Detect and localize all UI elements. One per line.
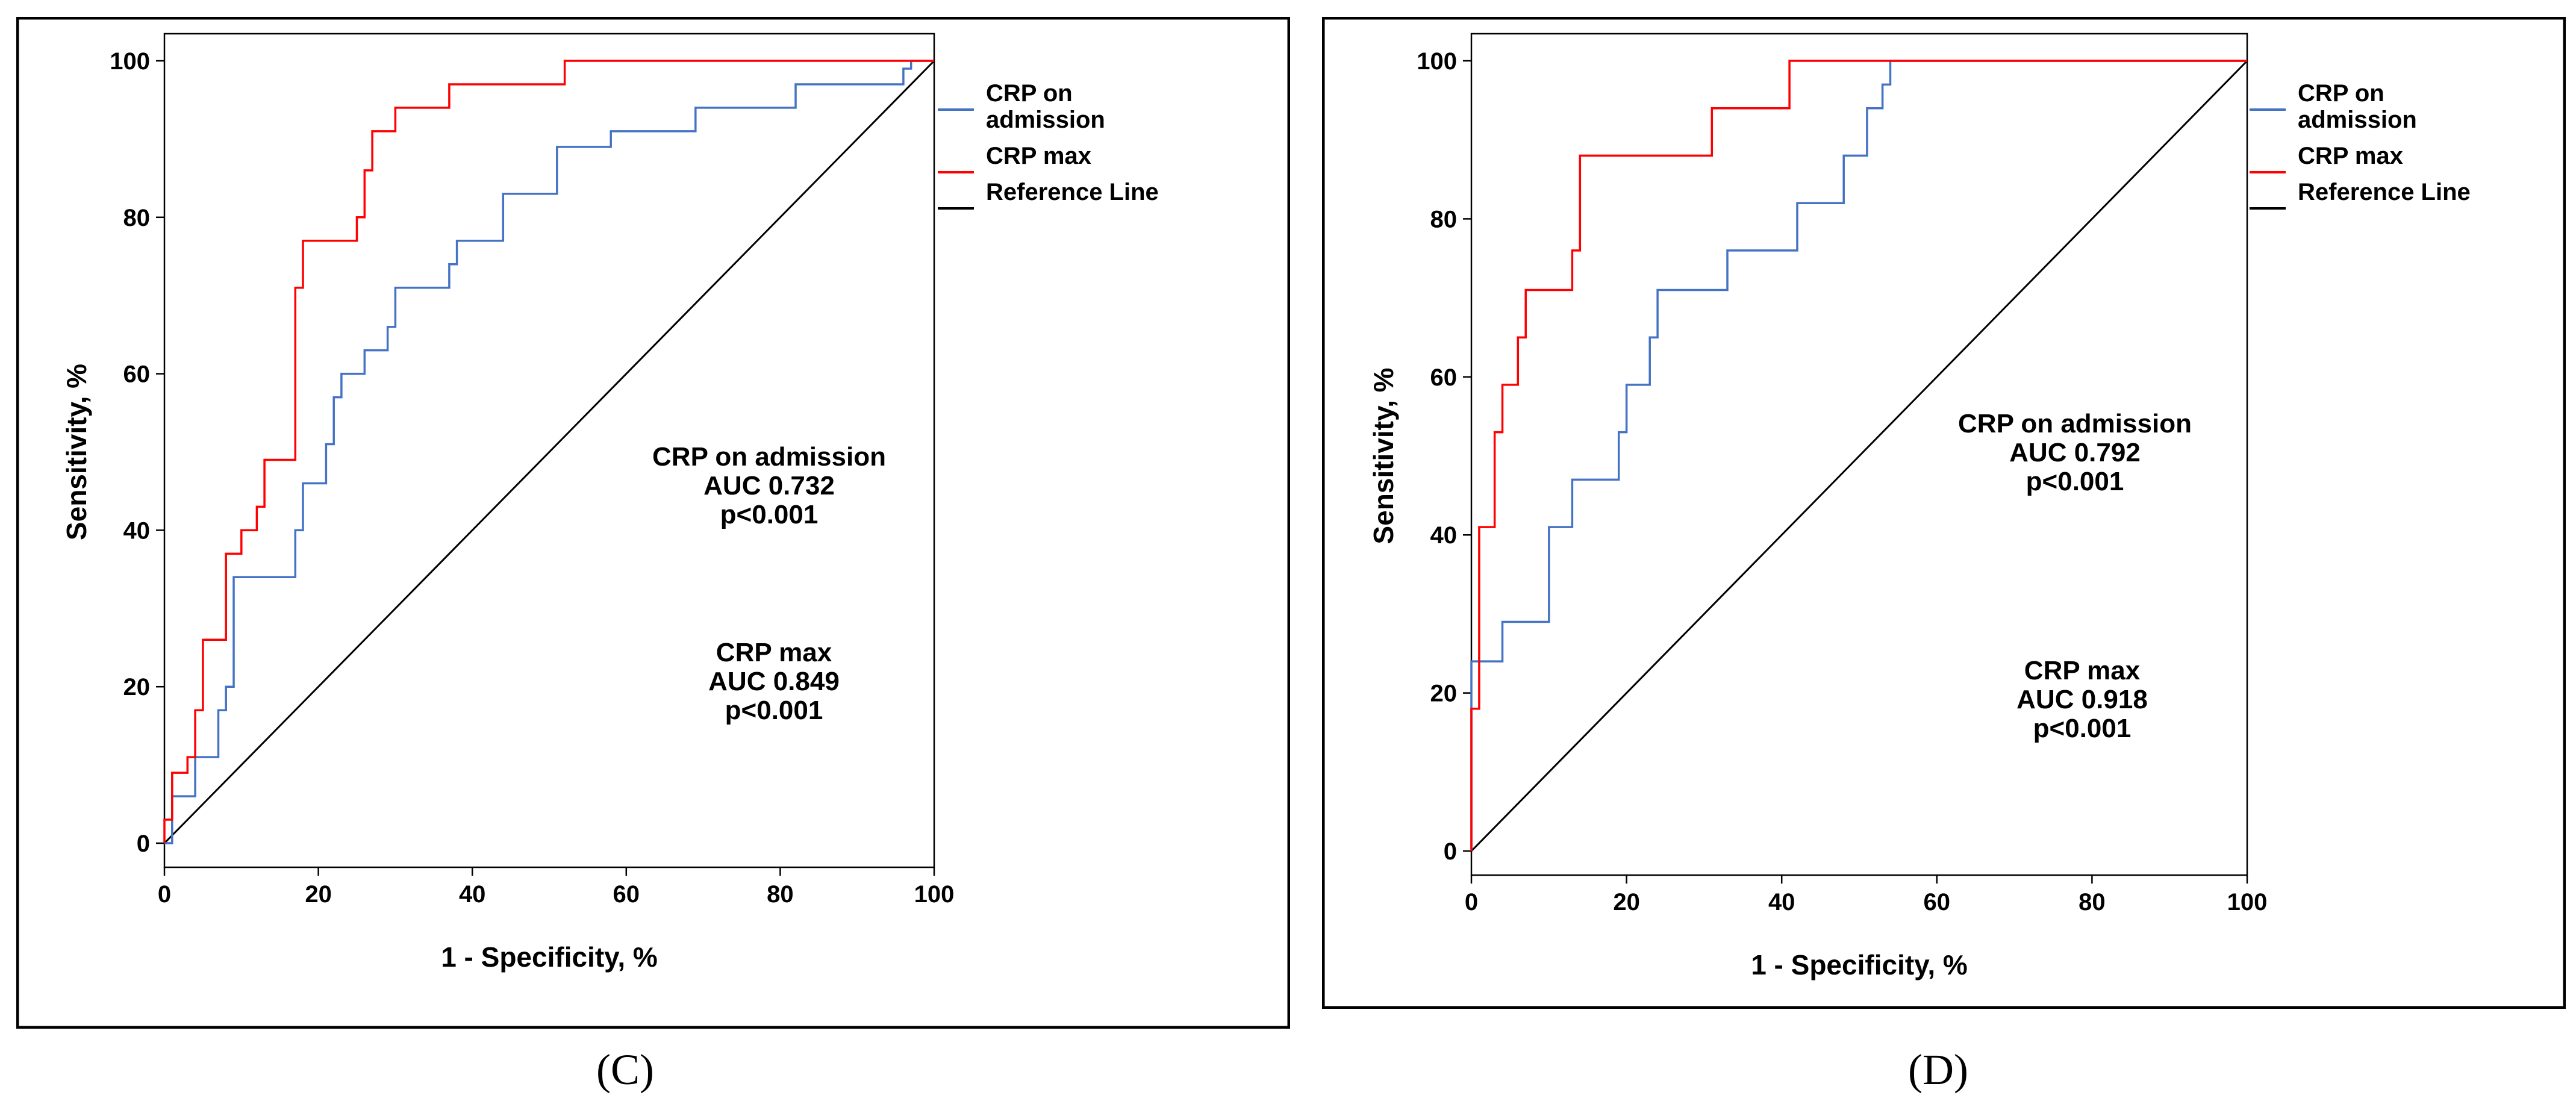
x-tick-label: 100	[914, 881, 955, 908]
legend-label-line: CRP max	[2298, 143, 2403, 169]
legend-reference: Reference Line	[2250, 179, 2471, 210]
legend-reference: Reference Line	[938, 179, 1159, 210]
y-tick-label: 80	[1430, 206, 1458, 232]
y-axis-label: Sensitivity, %	[1368, 367, 1399, 544]
legend-label: CRP on admission	[2298, 80, 2417, 133]
y-tick-label: 0	[137, 831, 150, 857]
legend-crp-max: CRP max	[2250, 143, 2403, 173]
y-tick-label: 80	[123, 205, 151, 231]
annotation-line: p<0.001	[2026, 467, 2124, 496]
annotation-line: AUC 0.849	[708, 667, 840, 696]
x-tick-label: 40	[459, 881, 486, 908]
y-tick-label: 60	[1430, 364, 1458, 391]
x-tick-label: 40	[1768, 889, 1795, 915]
x-tick-label: 80	[2079, 889, 2106, 915]
legend-crp-admission: CRP on admission	[2250, 80, 2417, 133]
y-tick-label: 60	[123, 361, 151, 388]
series-line-reference	[163, 60, 935, 844]
annotation-crp-max: CRP max AUC 0.918 p<0.001	[2016, 656, 2148, 743]
annotation-line: CRP on admission	[1958, 409, 2192, 438]
y-tick-label: 20	[123, 674, 151, 700]
annotation-crp-max: CRP max AUC 0.849 p<0.001	[708, 638, 840, 725]
y-tick-label: 40	[1430, 522, 1458, 549]
x-axis-label: 1 - Specificity, %	[441, 941, 658, 973]
y-tick-label: 100	[110, 48, 150, 75]
x-axis-label: 1 - Specificity, %	[1751, 949, 1968, 980]
x-tick-label: 60	[1924, 889, 1951, 915]
panel-label-c: (C)	[596, 1046, 654, 1094]
legend-label-line: CRP on	[2298, 80, 2384, 107]
annotation-line: AUC 0.918	[2016, 685, 2148, 714]
x-tick-label: 20	[1613, 889, 1640, 915]
annotation-line: CRP max	[2024, 656, 2141, 685]
legend-label-line: CRP on	[986, 80, 1073, 107]
annotation-line: AUC 0.732	[703, 471, 835, 500]
annotation-line: CRP on admission	[652, 442, 886, 472]
roc-chart-d: 0 20 40 60 80 100 0 20 40 60 80 100 1 - Specificity,…	[1322, 17, 2566, 1009]
x-tick-label: 0	[158, 881, 171, 908]
legend-label: CRP max	[2298, 143, 2403, 169]
legend-label-line: admission	[986, 107, 1105, 133]
annotation-line: CRP max	[716, 638, 832, 667]
series-line-crp-admission	[1470, 60, 2247, 851]
legend-crp-max: CRP max	[938, 143, 1091, 173]
x-tick-label: 100	[2227, 889, 2268, 915]
annotation-crp-admission: CRP on admission AUC 0.792 p<0.001	[1958, 409, 2192, 496]
panel-frame-c	[16, 17, 1290, 1029]
annotation-line: p<0.001	[720, 500, 819, 529]
legend-label: Reference Line	[2298, 179, 2471, 205]
legend-label-line: admission	[2298, 107, 2417, 133]
panel-label-d: (D)	[1908, 1046, 1968, 1094]
series-line-crp-max	[1470, 60, 2247, 851]
annotation-line: p<0.001	[725, 696, 823, 725]
x-tick-label: 20	[305, 881, 332, 908]
series-line-reference	[1470, 60, 2248, 852]
y-tick-label: 100	[1417, 48, 1457, 75]
legend-crp-admission: CRP on admission	[938, 80, 1105, 133]
y-tick-label: 20	[1430, 681, 1458, 707]
legend-label: Reference Line	[986, 179, 1159, 205]
panel-frame-d	[1322, 17, 2566, 1009]
y-axis-label: Sensitivity, %	[61, 364, 92, 540]
legend-label: CRP on admission	[986, 80, 1105, 133]
annotation-crp-admission: CRP on admission AUC 0.732 p<0.001	[652, 442, 886, 529]
annotation-line: AUC 0.792	[2009, 438, 2141, 467]
y-tick-label: 40	[123, 517, 151, 544]
series-line-crp-max	[163, 60, 934, 843]
x-tick-label: 0	[1465, 889, 1478, 915]
y-tick-label: 0	[1444, 838, 1457, 865]
x-tick-label: 80	[767, 881, 794, 908]
legend-label-line: CRP max	[986, 143, 1091, 169]
legend-label-line: Reference Line	[2298, 179, 2471, 205]
roc-chart-c: 0 20 40 60 80 100 0 20 40 60 80 100 1 - Specificity,…	[16, 17, 1290, 1029]
plot-area-d	[1470, 33, 2248, 876]
legend-label-line: Reference Line	[986, 179, 1159, 205]
annotation-line: p<0.001	[2033, 714, 2132, 743]
plot-area-c	[163, 33, 935, 868]
legend-label: CRP max	[986, 143, 1091, 169]
x-tick-label: 60	[613, 881, 640, 908]
series-line-crp-admission	[164, 60, 934, 844]
